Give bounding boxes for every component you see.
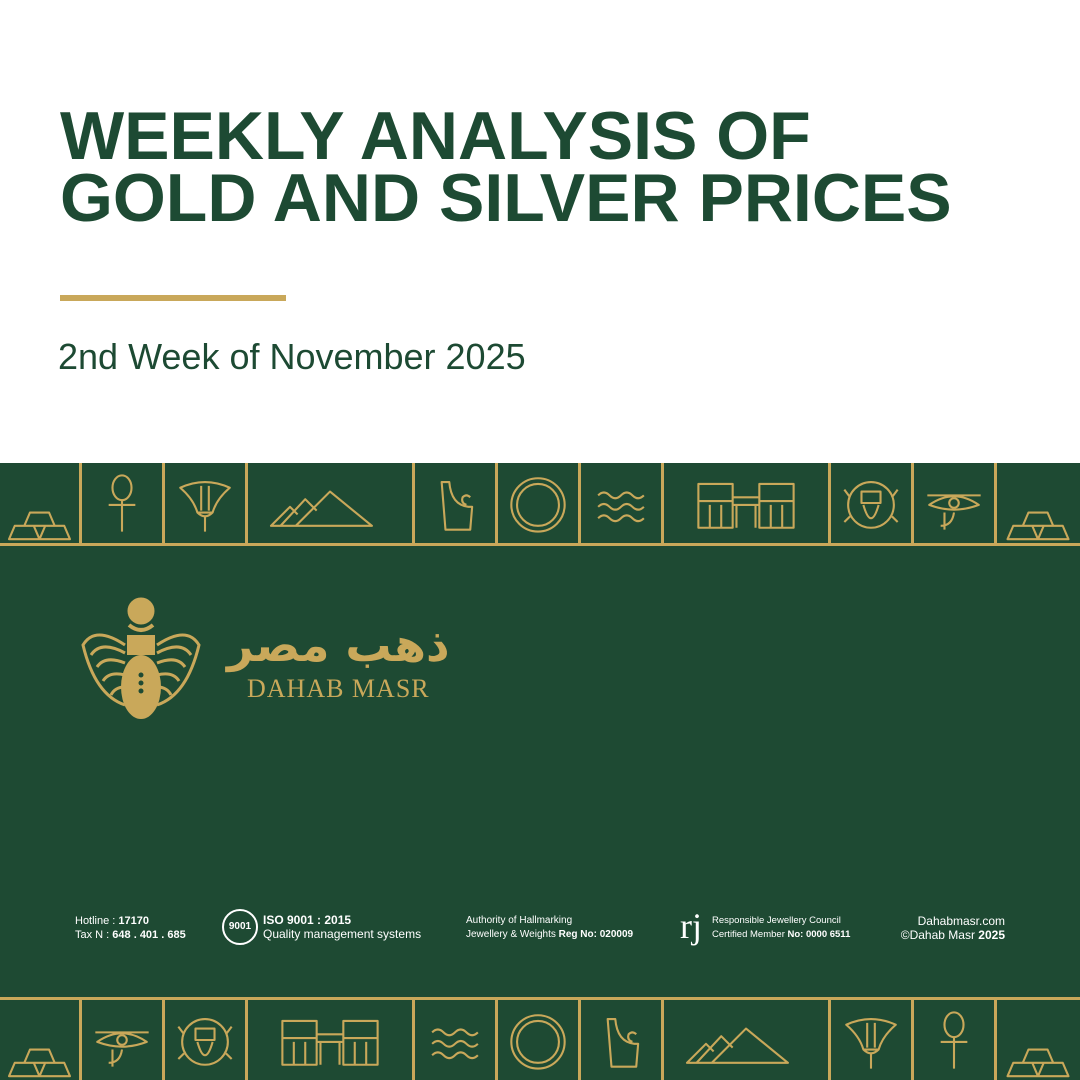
brand-logo: ذهب مصر DAHAB MASR — [75, 595, 450, 727]
green-panel — [0, 463, 1080, 1080]
eye-of-horus-icon — [927, 494, 981, 530]
lotus-icon — [845, 1018, 897, 1069]
rjc-logo-icon: rj — [680, 906, 702, 946]
top-strip-cell — [82, 463, 165, 543]
page-title: WEEKLY ANALYSIS OF GOLD AND SILVER PRICE… — [60, 98, 952, 236]
top-strip-cell — [498, 463, 581, 543]
bottom-strip-cell — [0, 1000, 82, 1080]
bottom-icon-strip — [0, 997, 1080, 1080]
bottom-strip-cell — [997, 1000, 1079, 1080]
ring-icon — [510, 1014, 566, 1070]
rjc-number: No: 0000 6511 — [787, 929, 851, 940]
pyramids-icon — [685, 1027, 789, 1064]
title-line-1: WEEKLY ANALYSIS OF — [60, 98, 811, 174]
bottom-strip-cell — [248, 1000, 415, 1080]
scarab-icon — [843, 481, 899, 529]
brand-arabic: ذهب مصر — [227, 618, 450, 672]
hallmark-line1: Authority of Hallmarking — [466, 915, 573, 926]
top-strip-cell — [664, 463, 831, 543]
hotline-block: Hotline : 17170 Tax N : 648 . 401 . 685 — [75, 914, 186, 942]
eye-of-horus-icon — [95, 1031, 149, 1067]
gold-bars-icon — [1006, 1048, 1070, 1078]
top-strip-cell — [997, 463, 1079, 543]
iso-subtitle: Quality management systems — [263, 927, 422, 941]
subtitle: 2nd Week of November 2025 — [58, 336, 526, 377]
gold-bars-icon — [7, 511, 72, 541]
ankh-icon — [108, 474, 136, 532]
hallmark-reg: Reg No: 020009 — [558, 929, 634, 940]
scarab-icon — [177, 1018, 233, 1066]
ring-icon — [510, 477, 566, 533]
top-strip-cell — [248, 463, 415, 543]
tax-label: Tax N : — [75, 929, 113, 941]
top-strip-cell — [0, 463, 82, 543]
lotus-icon — [179, 481, 231, 532]
vase-icon — [440, 481, 474, 531]
top-icon-strip — [0, 463, 1080, 546]
website-link[interactable]: Dahabmasr.com — [917, 914, 1005, 928]
hallmark-line2: Jewellery & Weights — [466, 929, 559, 940]
brand-english: DAHAB MASR — [246, 674, 430, 703]
hotline-label: Hotline : — [75, 915, 119, 927]
gold-bars-icon — [7, 1048, 72, 1078]
waves-icon — [431, 1028, 479, 1060]
title-line-2: GOLD AND SILVER PRICES — [60, 160, 952, 236]
bottom-strip-cell — [165, 1000, 248, 1080]
gold-bars-icon — [1006, 511, 1070, 541]
copyright: ©Dahab Masr — [900, 928, 979, 942]
bottom-strip-cell — [664, 1000, 831, 1080]
top-strip-cell — [165, 463, 248, 543]
iso-block: 9001 ISO 9001 : 2015 Quality management … — [222, 909, 421, 945]
bottom-strip-cell — [914, 1000, 997, 1080]
copyright-year: 2025 — [978, 928, 1005, 942]
top-strip-cell — [415, 463, 498, 543]
waves-icon — [597, 491, 645, 523]
bottom-strip-cell — [498, 1000, 581, 1080]
top-strip-cell — [914, 463, 997, 543]
bottom-strip-cell — [415, 1000, 498, 1080]
bottom-strip-cell — [82, 1000, 165, 1080]
bottom-strip-cell — [831, 1000, 914, 1080]
rjc-line1: Responsible Jewellery Council — [712, 915, 841, 926]
iso-badge-icon: 9001 — [222, 909, 258, 945]
website-block: Dahabmasr.com ©Dahab Masr 2025 — [901, 914, 1005, 942]
bottom-strip-cell — [581, 1000, 664, 1080]
hallmark-block: Authority of Hallmarking Jewellery & Wei… — [466, 914, 633, 942]
ankh-icon — [940, 1011, 968, 1069]
top-strip-cell — [581, 463, 664, 543]
temple-icon — [697, 482, 795, 529]
pyramids-icon — [269, 490, 373, 527]
rjc-line2: Certified Member — [712, 929, 788, 940]
iso-title: ISO 9001 : 2015 — [263, 913, 352, 927]
temple-icon — [281, 1019, 379, 1066]
rjc-block: Responsible Jewellery Council Certified … — [712, 914, 850, 942]
tax-number: 648 . 401 . 685 — [112, 929, 186, 941]
hotline-number: 17170 — [118, 915, 150, 927]
winged-scarab-icon — [81, 597, 201, 719]
top-strip-cell — [831, 463, 914, 543]
vase-icon — [606, 1018, 640, 1068]
gold-divider — [60, 295, 286, 301]
